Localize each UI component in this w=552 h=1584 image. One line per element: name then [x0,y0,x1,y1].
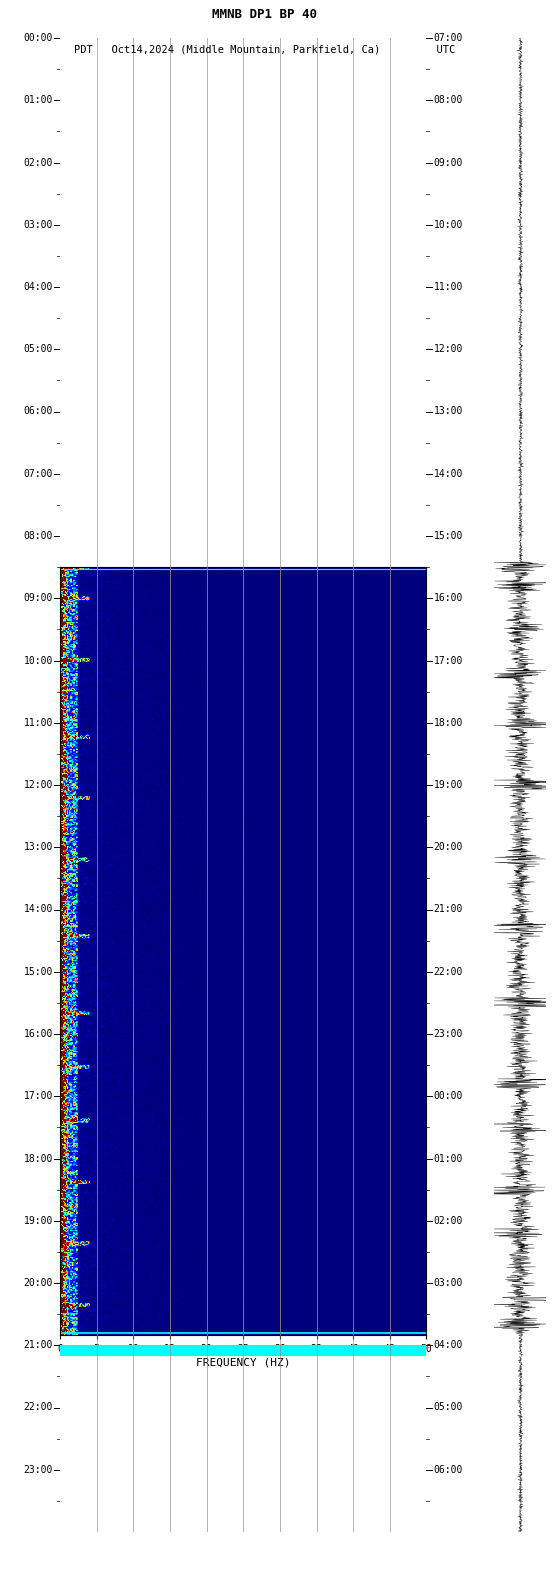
X-axis label: FREQUENCY (HZ): FREQUENCY (HZ) [196,1357,290,1369]
Text: 17:00: 17:00 [23,1091,53,1101]
Text: 18:00: 18:00 [434,718,463,727]
Text: 22:00: 22:00 [23,1402,53,1413]
Text: 13:00: 13:00 [434,407,463,417]
Text: 08:00: 08:00 [434,95,463,105]
Text: 16:00: 16:00 [434,594,463,604]
Text: 09:00: 09:00 [23,594,53,604]
Text: 03:00: 03:00 [23,220,53,230]
Text: 12:00: 12:00 [23,779,53,790]
Text: 07:00: 07:00 [434,33,463,43]
Text: 08:00: 08:00 [23,531,53,542]
Text: 04:00: 04:00 [23,282,53,291]
Text: PDT   Oct14,2024 (Middle Mountain, Parkfield, Ca)         UTC: PDT Oct14,2024 (Middle Mountain, Parkfie… [75,44,455,54]
Text: 05:00: 05:00 [23,344,53,355]
Text: 12:00: 12:00 [434,344,463,355]
Text: 13:00: 13:00 [23,843,53,852]
Text: 10:00: 10:00 [434,220,463,230]
Text: 03:00: 03:00 [434,1278,463,1288]
Text: 17:00: 17:00 [434,656,463,665]
Text: 04:00: 04:00 [434,1340,463,1350]
Text: 14:00: 14:00 [23,904,53,914]
Text: 00:00: 00:00 [23,33,53,43]
Text: 23:00: 23:00 [434,1030,463,1039]
Text: 02:00: 02:00 [434,1217,463,1226]
Text: 16:00: 16:00 [23,1030,53,1039]
Text: 19:00: 19:00 [434,779,463,790]
Text: 21:00: 21:00 [434,904,463,914]
Text: 01:00: 01:00 [434,1153,463,1164]
Text: 10:00: 10:00 [23,656,53,665]
Text: 15:00: 15:00 [434,531,463,542]
Text: 20:00: 20:00 [434,843,463,852]
Text: 20:00: 20:00 [23,1278,53,1288]
Text: 09:00: 09:00 [434,157,463,168]
Text: 00:00: 00:00 [434,1091,463,1101]
Text: 23:00: 23:00 [23,1465,53,1475]
Text: 05:00: 05:00 [434,1402,463,1413]
Text: MMNB DP1 BP 40: MMNB DP1 BP 40 [213,8,317,21]
Text: 21:00: 21:00 [23,1340,53,1350]
Text: 06:00: 06:00 [434,1465,463,1475]
Text: 14:00: 14:00 [434,469,463,478]
Text: 19:00: 19:00 [23,1217,53,1226]
Text: 01:00: 01:00 [23,95,53,105]
Text: 18:00: 18:00 [23,1153,53,1164]
Text: 06:00: 06:00 [23,407,53,417]
Text: 02:00: 02:00 [23,157,53,168]
Text: 22:00: 22:00 [434,966,463,977]
Text: 11:00: 11:00 [434,282,463,291]
Text: 11:00: 11:00 [23,718,53,727]
Text: 15:00: 15:00 [23,966,53,977]
Text: 07:00: 07:00 [23,469,53,478]
